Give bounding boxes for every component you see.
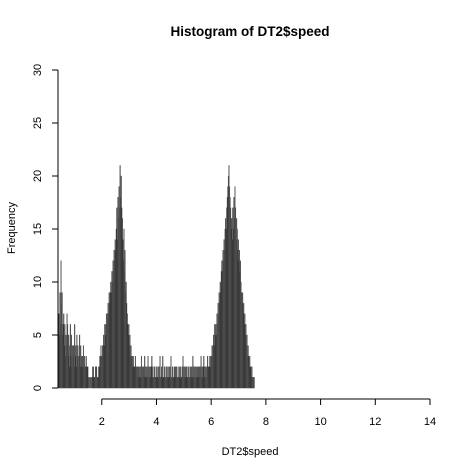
- histogram-bar: [182, 356, 184, 389]
- histogram-bar: [68, 334, 70, 389]
- y-axis: 0 5 10 15 20 25 30: [32, 64, 59, 391]
- histogram-bars: [57, 165, 255, 389]
- y-tick-label: 20: [32, 170, 44, 182]
- x-tick-label: 14: [424, 416, 436, 428]
- y-tick-label: 5: [32, 332, 44, 338]
- histogram-bar: [90, 377, 92, 389]
- histogram-bar: [70, 334, 72, 389]
- x-axis: 2 4 6 8 10 12 14: [99, 398, 436, 428]
- chart-title: Histogram of DT2$speed: [170, 24, 329, 39]
- x-tick-label: 8: [263, 416, 269, 428]
- x-tick-label: 12: [369, 416, 381, 428]
- histogram-bar: [159, 356, 161, 389]
- x-tick-label: 10: [314, 416, 326, 428]
- y-axis-title: Frequency: [6, 202, 18, 254]
- y-tick-label: 25: [32, 117, 44, 129]
- histogram-bar: [88, 377, 90, 389]
- y-tick-label: 15: [32, 223, 44, 235]
- histogram-bar: [151, 356, 153, 389]
- histogram-bar: [147, 356, 149, 389]
- y-tick-label: 0: [32, 385, 44, 391]
- y-tick-label: 10: [32, 276, 44, 288]
- histogram-bar: [87, 377, 89, 389]
- histogram-bar: [140, 356, 142, 389]
- histogram-bar: [192, 356, 194, 389]
- histogram-bar: [144, 356, 146, 389]
- x-tick-label: 4: [153, 416, 159, 428]
- histogram-bar: [253, 377, 255, 389]
- x-tick-label: 6: [208, 416, 214, 428]
- histogram-bar: [162, 356, 164, 389]
- histogram-bar: [203, 356, 205, 389]
- histogram-bar: [200, 356, 202, 389]
- x-tick-label: 2: [99, 416, 105, 428]
- x-axis-title: DT2$speed: [222, 446, 279, 458]
- y-tick-label: 30: [32, 64, 44, 76]
- histogram-bar: [170, 356, 172, 389]
- histogram-bar: [79, 334, 81, 389]
